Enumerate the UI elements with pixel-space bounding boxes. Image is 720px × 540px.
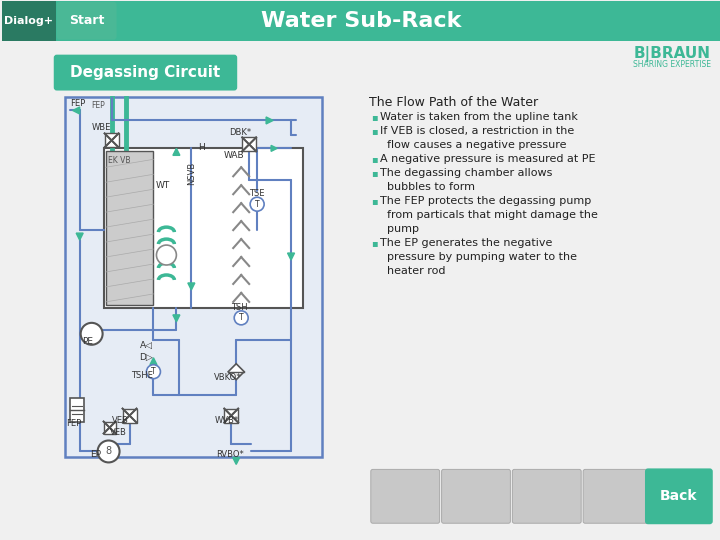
Text: The degassing chamber allows: The degassing chamber allows [379, 168, 552, 178]
Text: NSVB: NSVB [187, 162, 196, 185]
Bar [122, 409, 137, 422]
Text: If VEB is closed, a restriction in the: If VEB is closed, a restriction in the [379, 126, 574, 137]
Text: ▪: ▪ [371, 196, 377, 206]
Text: EP: EP [90, 450, 101, 460]
Bar [242, 137, 256, 151]
Polygon shape [266, 117, 273, 124]
Bar [224, 409, 238, 422]
Text: T: T [151, 367, 156, 376]
Text: DBK*: DBK* [229, 129, 251, 137]
Bar [70, 397, 84, 422]
Bar [104, 148, 303, 308]
Text: FEP: FEP [70, 99, 85, 109]
FancyBboxPatch shape [54, 55, 237, 91]
Text: Degassing Circuit: Degassing Circuit [71, 65, 220, 80]
Bar [104, 133, 119, 147]
Polygon shape [233, 457, 240, 464]
Polygon shape [173, 315, 180, 322]
Text: The EP generates the negative: The EP generates the negative [379, 238, 552, 248]
Text: pump: pump [379, 224, 419, 234]
FancyBboxPatch shape [583, 469, 652, 523]
Text: SHARING EXPERTISE: SHARING EXPERTISE [633, 60, 711, 69]
Text: PE: PE [81, 337, 93, 346]
Text: Dialog+: Dialog+ [4, 16, 53, 26]
Text: 8: 8 [106, 447, 112, 456]
Text: VBKO*: VBKO* [215, 373, 242, 382]
Text: Start: Start [69, 14, 104, 27]
Text: Water Sub-Rack: Water Sub-Rack [261, 11, 461, 31]
Text: ▪: ▪ [371, 126, 377, 137]
Text: WBE: WBE [91, 124, 111, 132]
Circle shape [250, 197, 264, 211]
Circle shape [146, 364, 161, 379]
FancyBboxPatch shape [513, 469, 581, 523]
Text: bubbles to form: bubbles to form [379, 183, 474, 192]
Text: ▪: ▪ [371, 112, 377, 123]
Polygon shape [173, 148, 180, 156]
Circle shape [81, 323, 103, 345]
Text: The Flow Path of the Water: The Flow Path of the Water [369, 96, 538, 109]
Text: The FEP protects the degassing pump: The FEP protects the degassing pump [379, 196, 591, 206]
Text: pressure by pumping water to the: pressure by pumping water to the [379, 252, 577, 262]
Text: heater rod: heater rod [379, 266, 445, 276]
Text: A◁: A◁ [140, 341, 153, 350]
Circle shape [98, 441, 120, 462]
Text: ▪: ▪ [371, 154, 377, 164]
Polygon shape [73, 107, 80, 114]
Text: EK VB: EK VB [107, 156, 130, 165]
Text: RVBO*: RVBO* [216, 450, 244, 460]
Bar [65, 97, 322, 457]
Text: T: T [239, 313, 243, 322]
Text: ▪: ▪ [371, 238, 377, 248]
Text: FEP: FEP [91, 102, 105, 111]
Polygon shape [76, 233, 84, 240]
Bar [2, 1, 55, 40]
Text: flow causes a negative pressure: flow causes a negative pressure [379, 140, 566, 150]
Circle shape [156, 245, 176, 265]
Text: Water is taken from the upline tank: Water is taken from the upline tank [379, 112, 577, 123]
Bar [2, 1, 720, 40]
FancyBboxPatch shape [645, 468, 713, 524]
Polygon shape [287, 253, 294, 260]
Text: T: T [255, 200, 259, 208]
Bar [106, 151, 153, 305]
Text: VEB: VEB [109, 428, 127, 436]
Text: A negative pressure is measured at PE: A negative pressure is measured at PE [379, 154, 595, 164]
Text: TSE: TSE [249, 189, 265, 198]
Text: B|BRAUN: B|BRAUN [634, 46, 711, 62]
Polygon shape [271, 145, 277, 151]
Text: WVB*: WVB* [215, 416, 238, 424]
Text: Back: Back [660, 489, 698, 503]
Text: FEP: FEP [66, 418, 81, 428]
Bar [104, 422, 116, 434]
Polygon shape [150, 357, 157, 364]
Text: ▪: ▪ [371, 168, 377, 178]
Text: D▷: D▷ [140, 353, 153, 362]
FancyBboxPatch shape [441, 469, 510, 523]
Circle shape [234, 311, 248, 325]
FancyBboxPatch shape [57, 2, 117, 39]
Polygon shape [228, 364, 244, 380]
Text: WT: WT [156, 181, 170, 190]
Text: WAB: WAB [223, 151, 244, 160]
Text: TSHE: TSHE [132, 370, 153, 380]
FancyBboxPatch shape [371, 469, 440, 523]
Polygon shape [188, 283, 195, 290]
Text: VEB: VEB [112, 416, 128, 424]
Text: TSH: TSH [231, 303, 248, 312]
Text: from particals that might damage the: from particals that might damage the [379, 210, 598, 220]
Text: H: H [198, 143, 205, 152]
